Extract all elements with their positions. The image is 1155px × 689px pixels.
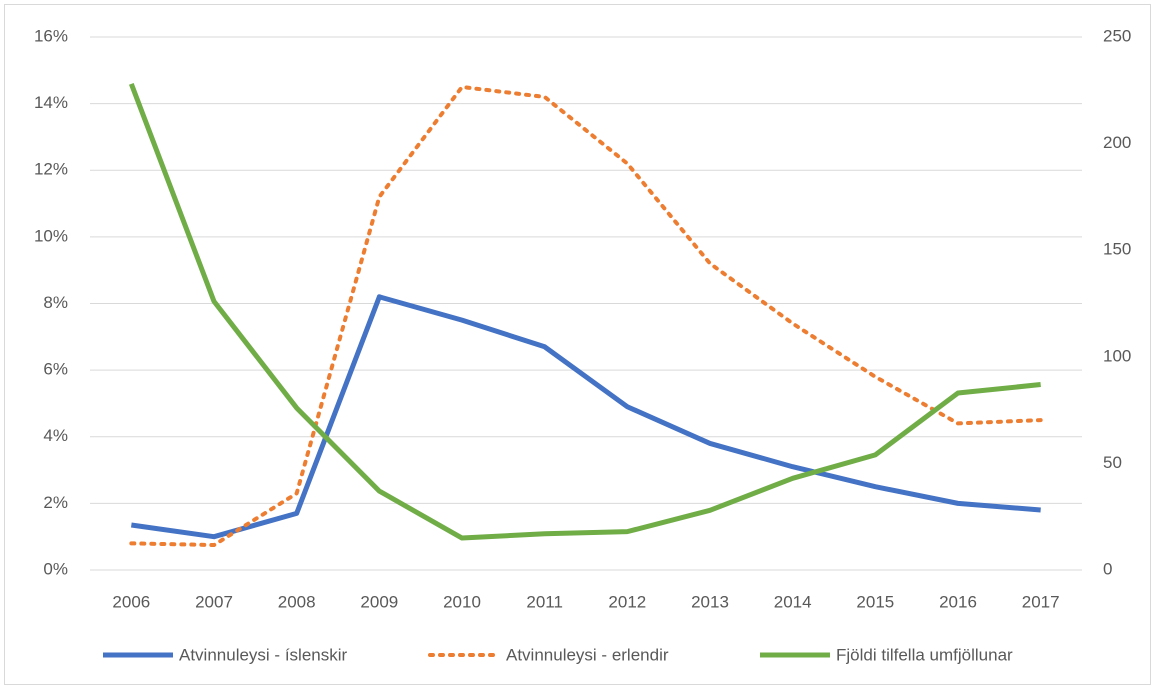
y-tick-label: 0% (43, 559, 68, 578)
legend-label: Fjöldi tilfella umfjöllunar (836, 645, 1013, 664)
x-tick-label: 2017 (1022, 592, 1060, 611)
y-tick-label: 6% (43, 360, 68, 379)
y-tick-label: 12% (34, 160, 68, 179)
x-tick-label: 2012 (608, 592, 646, 611)
legend-label: Atvinnuleysi - erlendir (506, 645, 669, 664)
y2-tick-label: 200 (1103, 133, 1131, 152)
x-tick-label: 2011 (526, 592, 563, 611)
y-tick-label: 8% (43, 293, 68, 312)
x-tick-label: 2009 (360, 592, 398, 611)
x-tick-label: 2007 (195, 592, 233, 611)
x-tick-label: 2006 (112, 592, 150, 611)
y-tick-label: 14% (34, 93, 68, 112)
x-tick-label: 2015 (856, 592, 894, 611)
y-tick-label: 2% (43, 493, 68, 512)
series-line (128, 83, 1041, 541)
y2-tick-label: 0 (1103, 559, 1112, 578)
x-tick-label: 2016 (939, 592, 977, 611)
legend-label: Atvinnuleysi - íslenskir (179, 645, 348, 664)
y2-tick-label: 100 (1103, 346, 1131, 365)
series-line (129, 84, 1043, 548)
y2-tick-label: 250 (1103, 26, 1131, 45)
y-tick-label: 16% (34, 26, 68, 45)
y-tick-label: 4% (43, 426, 68, 445)
y-tick-label: 10% (34, 226, 68, 245)
x-tick-label: 2008 (278, 592, 316, 611)
y2-tick-label: 150 (1103, 240, 1131, 259)
chart-border (4, 4, 1151, 685)
x-tick-label: 2010 (443, 592, 481, 611)
series-line (130, 294, 1041, 540)
y2-tick-label: 50 (1103, 453, 1122, 472)
x-tick-label: 2014 (774, 592, 812, 611)
x-tick-label: 2013 (691, 592, 729, 611)
